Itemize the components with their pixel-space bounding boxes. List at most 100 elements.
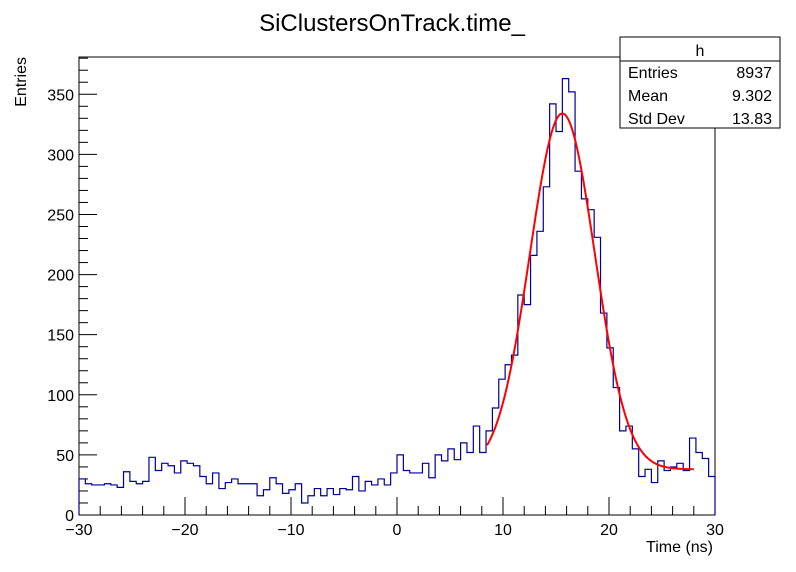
- histogram-bin: [308, 496, 314, 515]
- histogram-bin: [270, 478, 276, 515]
- chart-title: SiClustersOnTrack.time_: [259, 10, 525, 37]
- histogram-bin: [225, 483, 231, 515]
- histogram-bin: [480, 452, 486, 515]
- histogram-bin: [187, 463, 193, 515]
- histogram-bin: [620, 431, 626, 515]
- histogram-bin: [581, 199, 587, 515]
- histogram-bin: [543, 187, 549, 515]
- axis-ticks: [78, 57, 716, 516]
- histogram-bin: [340, 489, 346, 515]
- y-tick-label: 150: [47, 328, 74, 345]
- histogram-bin: [709, 477, 715, 515]
- histogram-bin: [213, 473, 219, 515]
- y-tick-label: 350: [47, 87, 74, 104]
- histogram-bin: [664, 471, 670, 515]
- histogram-bin: [206, 484, 212, 515]
- histogram-bin: [149, 457, 155, 515]
- histogram-bin: [244, 484, 250, 515]
- histogram-bin: [702, 459, 708, 515]
- histogram-bin: [632, 449, 638, 515]
- x-tick-label: 10: [494, 522, 512, 539]
- histogram-bin: [391, 473, 397, 515]
- histogram-bin: [333, 495, 339, 515]
- histogram-outline: [78, 78, 716, 515]
- histogram-bin: [422, 463, 428, 515]
- y-axis-label: Entries: [13, 57, 30, 107]
- fit-curve: [486, 112, 694, 471]
- y-tick-label: 100: [47, 388, 74, 405]
- histogram-bin: [473, 426, 479, 515]
- histogram-bin: [359, 491, 365, 515]
- histogram-bin: [193, 466, 199, 515]
- histogram-bin: [435, 455, 441, 515]
- x-tick-labels: −30 −20 −10 0 10 20 30: [65, 522, 724, 539]
- histogram-bins: [79, 79, 715, 515]
- x-axis-label: Time (ns): [646, 539, 713, 556]
- histogram-bin: [442, 461, 448, 515]
- histogram-bin: [384, 485, 390, 515]
- histogram-bin: [537, 231, 543, 515]
- histogram-bin: [257, 496, 263, 515]
- y-tick-label: 300: [47, 147, 74, 164]
- histogram-bin: [372, 485, 378, 515]
- histogram-bin: [454, 460, 460, 515]
- x-tick-label: −10: [277, 522, 304, 539]
- histogram-bin: [98, 485, 104, 515]
- histogram-bin: [130, 481, 136, 515]
- histogram-bin: [283, 493, 289, 515]
- histogram-bin: [321, 496, 327, 515]
- histogram-bin: [467, 452, 473, 515]
- histogram-bin: [690, 438, 696, 515]
- histogram-bin: [85, 484, 91, 515]
- y-tick-label: 250: [47, 207, 74, 224]
- histogram-bin: [511, 355, 517, 515]
- histogram-bin: [696, 452, 702, 515]
- histogram-bin: [263, 490, 269, 515]
- histogram-bin: [562, 79, 568, 515]
- histogram-bin: [346, 490, 352, 515]
- histogram-bin: [289, 490, 295, 515]
- histogram-bin: [524, 305, 530, 515]
- histogram-bin: [410, 473, 416, 515]
- stats-mean-value: 9.302: [732, 88, 772, 105]
- histogram-bin: [683, 471, 689, 515]
- histogram-bin: [416, 473, 422, 515]
- x-tick-label: 30: [706, 522, 724, 539]
- histogram-bin: [174, 473, 180, 515]
- histogram-bin: [569, 92, 575, 515]
- x-tick-label: 0: [393, 522, 402, 539]
- histogram-bin: [651, 483, 657, 515]
- y-tick-label: 0: [65, 508, 74, 525]
- stats-entries-value: 8937: [736, 65, 772, 82]
- histogram-bin: [143, 481, 149, 515]
- histogram-bin: [314, 489, 320, 515]
- histogram-bin: [677, 463, 683, 515]
- histogram-bin: [200, 477, 206, 515]
- histogram-bin: [232, 479, 238, 515]
- histogram-bin: [117, 487, 123, 515]
- histogram-bin: [429, 478, 435, 515]
- histogram-bin: [124, 472, 130, 515]
- histogram-bin: [448, 449, 454, 515]
- histogram-bin: [168, 466, 174, 515]
- stats-entries-label: Entries: [628, 65, 678, 82]
- histogram-bin: [162, 463, 168, 515]
- x-tick-label: 20: [600, 522, 618, 539]
- stats-stddev-value: 13.83: [732, 111, 772, 128]
- histogram-bin: [645, 469, 651, 515]
- histogram-bin: [575, 171, 581, 515]
- histogram-bin: [79, 479, 85, 515]
- histogram-bin: [601, 313, 607, 515]
- histogram-bin: [378, 479, 384, 515]
- histogram-bin: [403, 471, 409, 515]
- histogram-bin: [397, 455, 403, 515]
- histogram-bin: [155, 471, 161, 515]
- histogram-bin: [251, 484, 257, 515]
- y-tick-label: 200: [47, 268, 74, 285]
- stats-box-title: h: [696, 43, 705, 60]
- histogram-bin: [670, 467, 676, 515]
- histogram-bin: [531, 255, 537, 515]
- y-tick-label: 50: [56, 448, 74, 465]
- histogram-bin: [136, 484, 142, 515]
